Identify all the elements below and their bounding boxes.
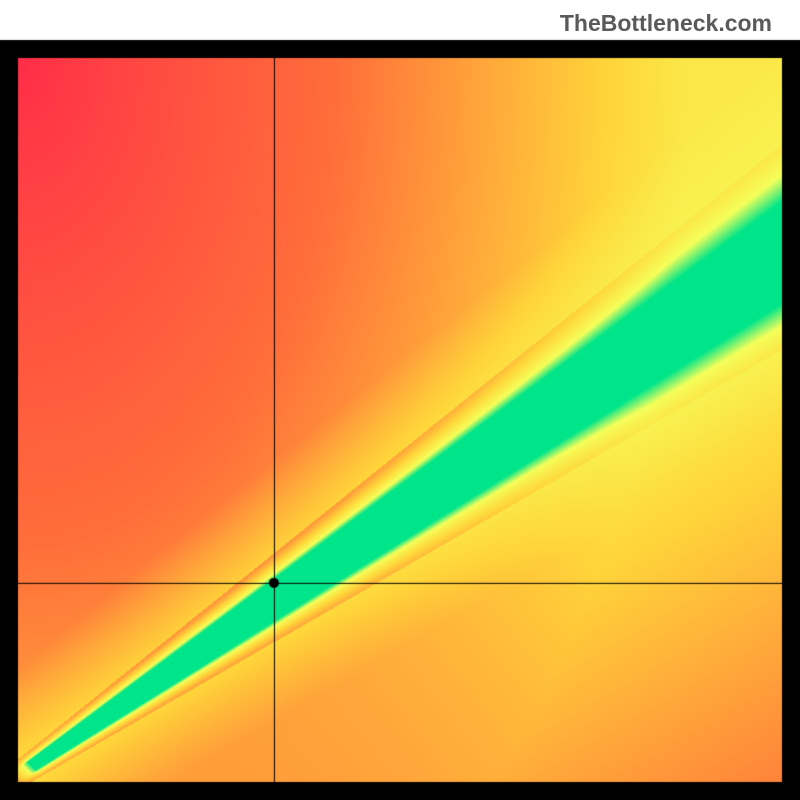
watermark-text: TheBottleneck.com (560, 10, 772, 37)
chart-container: TheBottleneck.com (0, 0, 800, 800)
heatmap-canvas (0, 0, 800, 800)
